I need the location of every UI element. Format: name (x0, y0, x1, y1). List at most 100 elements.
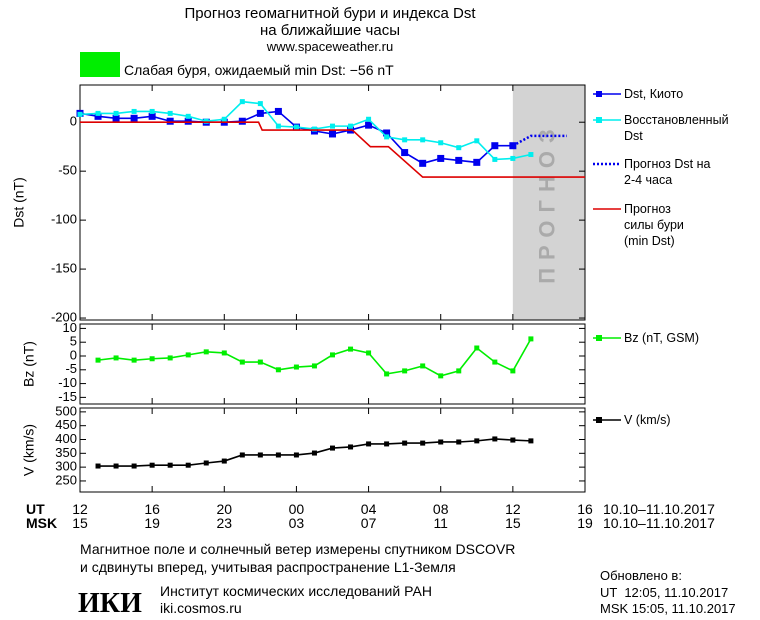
marker (275, 123, 281, 129)
marker (348, 346, 354, 352)
y-tick-label: -15 (58, 389, 77, 404)
series-line (79, 100, 532, 161)
marker (383, 129, 391, 137)
marker (492, 359, 498, 365)
title: на ближайшие часы (260, 22, 400, 39)
date-range: 10.10–11.10.2017 (603, 501, 715, 517)
marker (438, 439, 444, 445)
marker (420, 137, 426, 143)
marker (185, 462, 191, 468)
marker (510, 368, 516, 374)
marker (239, 452, 245, 458)
marker (275, 367, 281, 373)
y-tick-label: -50 (58, 163, 77, 178)
marker (330, 352, 335, 358)
marker (131, 108, 137, 114)
marker (420, 440, 426, 446)
x-tick-label: 12 (505, 501, 521, 517)
marker (148, 112, 156, 120)
marker (221, 350, 227, 356)
marker (456, 439, 462, 445)
series-line (79, 110, 513, 165)
logo: ИКИ (78, 588, 142, 619)
x-tick-label: 08 (433, 501, 449, 517)
x-tick-label: 12 (72, 501, 88, 517)
marker (203, 349, 209, 355)
legend-marker (596, 335, 602, 341)
series-line (512, 134, 567, 147)
marker (311, 126, 317, 132)
y-tick-label: -10 (58, 375, 77, 390)
x-tick-label-msk: 19 (144, 515, 160, 531)
marker (491, 142, 499, 150)
marker (348, 444, 354, 450)
x-tick-label-msk: 15 (72, 515, 88, 531)
marker (420, 363, 426, 369)
y-axis-label: V (km/s) (21, 424, 37, 476)
x-tick-label-msk: 11 (433, 515, 448, 531)
marker (95, 463, 101, 469)
marker (366, 441, 372, 447)
marker (473, 158, 481, 166)
x-tick-label-msk: 15 (505, 515, 521, 531)
marker (366, 350, 372, 356)
marker (167, 462, 173, 468)
marker (438, 140, 444, 146)
y-tick-label: -150 (51, 261, 77, 276)
y-axis-label: Dst (nT) (11, 177, 27, 228)
x-tick-label: 16 (577, 501, 593, 517)
marker (131, 463, 137, 469)
marker (238, 117, 246, 125)
x-axis-label: MSK (26, 515, 57, 531)
updated: UT 12:05, 11.10.2017 (600, 585, 728, 600)
marker (257, 452, 263, 458)
x-tick-label: 20 (216, 501, 232, 517)
marker (130, 114, 138, 122)
marker (330, 445, 335, 451)
legend-label: Прогноз силы бури (min Dst) (624, 202, 684, 248)
marker (510, 155, 516, 161)
marker (167, 355, 173, 361)
marker (311, 450, 317, 456)
site: iki.cosmos.ru (160, 600, 242, 616)
series-line (97, 338, 532, 377)
status-swatch (80, 52, 120, 77)
y-tick-label: 400 (55, 431, 77, 446)
legend-marker (596, 117, 602, 123)
marker (492, 436, 498, 442)
legend-marker (596, 417, 602, 423)
marker (474, 345, 480, 351)
marker (384, 134, 390, 140)
marker (456, 145, 462, 151)
marker (166, 117, 174, 125)
y-tick-label: -100 (51, 212, 77, 227)
marker (95, 110, 101, 116)
x-tick-label: 00 (289, 501, 305, 517)
marker (437, 154, 445, 162)
forecast-label: ПРОГНОЗ (535, 121, 560, 284)
updated-label: Обновлено в: (600, 568, 682, 583)
marker (329, 130, 336, 138)
legend-label: Восстановленный Dst (624, 113, 729, 143)
legend-label: Dst, Киото (624, 87, 684, 101)
marker (221, 116, 227, 122)
marker (455, 156, 463, 164)
marker (293, 452, 299, 458)
plot-frame (79, 84, 586, 321)
marker (348, 123, 354, 129)
footer-note: Магнитное поле и солнечный ветер измерен… (80, 541, 515, 557)
x-axis-label: UT (26, 501, 45, 517)
status: Слабая буря, ожидаемый min Dst: −56 nT (124, 62, 394, 78)
y-tick-label: 300 (55, 459, 77, 474)
marker (184, 117, 192, 125)
marker (419, 159, 427, 167)
marker (257, 359, 263, 365)
marker (113, 355, 119, 361)
y-tick-label: 0 (70, 114, 77, 129)
marker (293, 364, 299, 370)
marker (77, 111, 83, 117)
marker (94, 112, 102, 120)
marker (293, 124, 299, 130)
plot-frame (79, 407, 586, 493)
marker (366, 116, 372, 122)
